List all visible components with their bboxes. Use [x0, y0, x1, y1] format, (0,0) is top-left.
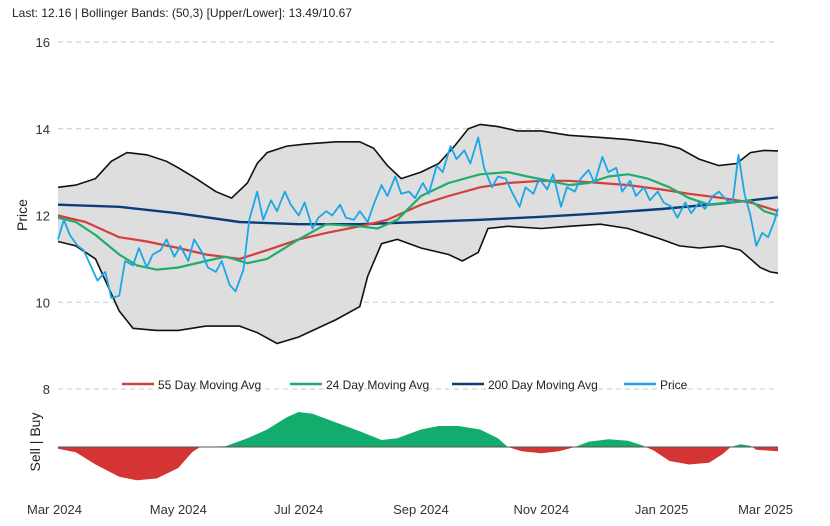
y-tick-label-8: 8 — [43, 382, 50, 397]
signal-axis-title: Sell | Buy — [27, 413, 43, 472]
signal-area — [58, 412, 778, 481]
x-tick-label-6: Mar 2025 — [738, 502, 793, 517]
bollinger-lower-line — [57, 223, 779, 345]
bollinger-band — [57, 123, 779, 345]
signal-sell-area — [58, 447, 778, 481]
y-tick-label-14: 14 — [36, 122, 50, 137]
x-tick-label-0: Mar 2024 — [27, 502, 82, 517]
y-axis-ticks: 8 10 12 14 16 — [36, 35, 50, 397]
y-tick-label-10: 10 — [36, 295, 50, 310]
signal-buy-area — [58, 412, 778, 447]
y-tick-label-12: 12 — [36, 209, 50, 224]
x-tick-label-5: Jan 2025 — [635, 502, 689, 517]
legend-label-ma24: 24 Day Moving Avg — [326, 378, 429, 392]
x-tick-label-4: Nov 2024 — [513, 502, 569, 517]
bollinger-band-fill — [58, 124, 778, 344]
x-axis-ticks: Mar 2024 May 2024 Jul 2024 Sep 2024 Nov 2024… — [27, 502, 793, 517]
x-tick-label-3: Sep 2024 — [393, 502, 449, 517]
legend-label-ma200: 200 Day Moving Avg — [488, 378, 598, 392]
series-lines — [57, 136, 779, 299]
ma24-line — [57, 171, 779, 271]
y-axis-title: Price — [14, 199, 30, 231]
x-tick-label-1: May 2024 — [150, 502, 207, 517]
bollinger-upper-line — [57, 123, 779, 200]
legend-label-price: Price — [660, 378, 688, 392]
legend-label-ma55: 55 Day Moving Avg — [158, 378, 261, 392]
y-tick-label-16: 16 — [36, 35, 50, 50]
chart-header: Last: 12.16 | Bollinger Bands: (50,3) [U… — [12, 6, 352, 20]
price-line — [57, 136, 779, 299]
legend: 55 Day Moving Avg 24 Day Moving Avg 200 Da… — [122, 378, 688, 392]
ma200-line — [57, 196, 779, 226]
x-tick-label-2: Jul 2024 — [274, 502, 323, 517]
